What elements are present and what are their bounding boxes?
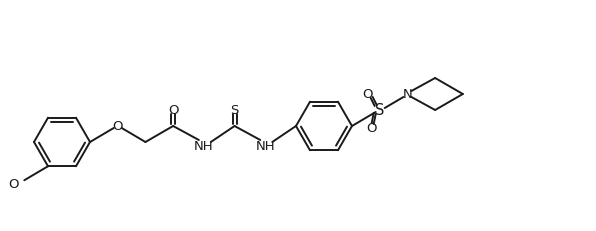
Text: N: N: [402, 88, 412, 101]
Text: S: S: [375, 103, 384, 118]
Text: NH: NH: [194, 140, 213, 153]
Text: NH: NH: [256, 140, 275, 153]
Text: O: O: [168, 104, 178, 117]
Text: O: O: [8, 177, 18, 190]
Text: O: O: [113, 120, 123, 133]
Text: S: S: [231, 104, 239, 117]
Text: O: O: [367, 122, 377, 135]
Text: O: O: [362, 88, 373, 101]
